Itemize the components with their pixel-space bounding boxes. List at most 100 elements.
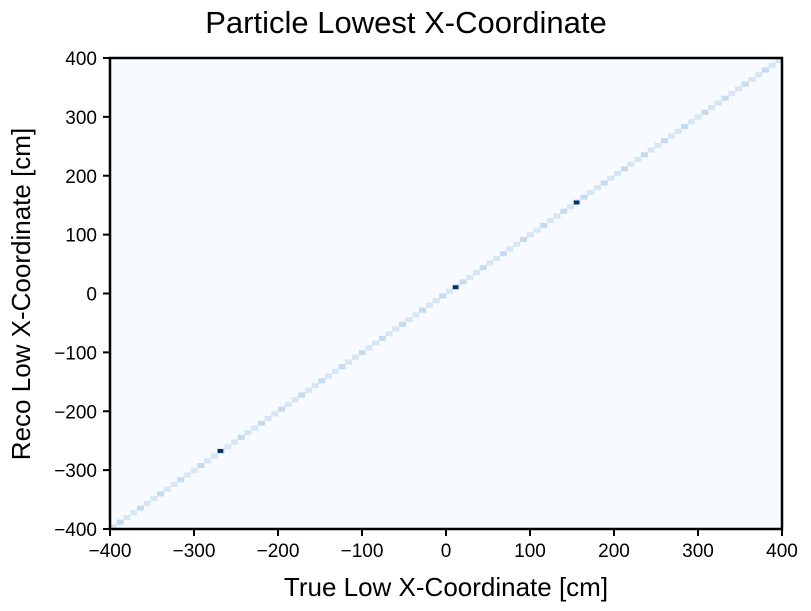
heatmap-bin <box>614 171 622 177</box>
heatmap-hot-bin <box>452 285 459 290</box>
heatmap-bin <box>190 467 198 473</box>
heatmap-bin <box>378 335 386 341</box>
heatmap-bin <box>681 123 689 130</box>
heatmap-bin <box>412 312 420 318</box>
y-axis-title: Reco Low X-Coordinate [cm] <box>6 128 36 460</box>
heatmap-bin <box>136 505 144 511</box>
heatmap-bin <box>479 265 487 271</box>
heatmap-bin <box>486 260 494 266</box>
heatmap-bin <box>163 486 171 492</box>
heatmap-bin <box>210 453 218 459</box>
heatmap-bin <box>654 142 662 148</box>
heatmap-bin <box>775 58 783 64</box>
heatmap-bin <box>533 227 541 233</box>
heatmap-bin <box>620 166 628 172</box>
heatmap-bin <box>701 109 709 115</box>
heatmap-bin <box>351 354 360 360</box>
heatmap-bin <box>439 293 447 299</box>
y-tick-label: −300 <box>54 461 97 482</box>
y-axis: −400 −300 −200 −100 0 100 200 300 400 <box>54 49 110 541</box>
heatmap-bin <box>251 425 259 431</box>
heatmap-bin <box>345 359 353 365</box>
heatmap-bin <box>419 307 427 313</box>
heatmap-bin <box>446 288 454 294</box>
heatmap-bin <box>755 72 763 78</box>
y-tick-label: 100 <box>65 226 97 247</box>
heatmap-bin <box>244 430 252 436</box>
plot-area <box>108 56 784 531</box>
heatmap-bin <box>593 185 601 191</box>
heatmap-bin <box>311 382 319 389</box>
heatmap-bin <box>714 100 722 106</box>
heatmap-bin <box>721 95 729 101</box>
heatmap-bin <box>392 326 400 332</box>
heatmap-bin <box>761 67 769 73</box>
heatmap-hot-bin <box>217 448 224 453</box>
heatmap-bin <box>398 321 407 327</box>
y-tick-label: 400 <box>65 49 97 70</box>
heatmap-bin <box>278 406 286 412</box>
heatmap-bin <box>587 189 595 195</box>
heatmap-bin <box>291 397 299 403</box>
heatmap-bin <box>331 368 339 374</box>
heatmap-bin <box>318 378 326 384</box>
heatmap-bin <box>197 463 205 469</box>
heatmap-bin <box>284 401 292 407</box>
heatmap-bin <box>170 481 178 488</box>
heatmap-bin <box>224 444 232 450</box>
heatmap-bin <box>304 387 312 393</box>
heatmap-bin <box>177 477 185 483</box>
heatmap-bin <box>513 241 521 247</box>
heatmap-bin <box>607 175 615 181</box>
heatmap-bin <box>553 213 561 219</box>
heatmap-bin <box>540 222 548 228</box>
heatmap-bin <box>365 345 373 351</box>
y-tick-label: 200 <box>65 167 97 188</box>
heatmap-bin <box>130 510 138 516</box>
heatmap-bin <box>466 274 474 280</box>
heatmap-bin <box>546 218 554 224</box>
heatmap-bin <box>204 458 212 464</box>
heatmap-bin <box>338 364 346 370</box>
heatmap-bin <box>566 204 575 210</box>
heatmap-bin <box>157 491 165 497</box>
heatmap-bin <box>519 236 528 243</box>
heatmap-bin <box>110 524 118 530</box>
heatmap-bin <box>694 114 702 120</box>
heatmap-bin <box>640 152 648 158</box>
heatmap-bin <box>237 434 245 440</box>
y-tick-label: −100 <box>54 343 97 364</box>
chart-title: Particle Lowest X-Coordinate <box>205 5 606 40</box>
heatmap-bin <box>116 519 124 525</box>
heatmap-bin <box>432 298 440 304</box>
heatmap-bin <box>667 133 675 139</box>
heatmap-hot-bin <box>573 200 580 205</box>
heatmap-bin <box>708 105 716 111</box>
heatmap-bin <box>459 279 467 285</box>
x-tick-label: −200 <box>257 541 300 562</box>
x-tick-label: 400 <box>766 541 798 562</box>
heatmap-bin <box>150 496 158 502</box>
x-tick-label: 0 <box>441 541 452 562</box>
heatmap-bin <box>627 161 635 167</box>
y-tick-label: −400 <box>54 520 97 541</box>
heatmap-bin <box>741 81 749 87</box>
heatmap-bin <box>748 76 756 82</box>
x-axis-title: True Low X-Coordinate [cm] <box>284 572 608 602</box>
y-tick-label: 300 <box>65 108 97 129</box>
heatmap-bin <box>493 255 501 261</box>
heatmap-bin <box>728 90 736 97</box>
heatmap-bin <box>580 194 588 200</box>
heatmap-bin <box>472 269 480 276</box>
heatmap-bin <box>506 246 514 252</box>
heatmap-bin <box>183 472 192 478</box>
y-tick-label: 0 <box>86 285 97 306</box>
heatmap-bin <box>768 62 776 68</box>
y-tick-label: −200 <box>54 402 97 423</box>
heatmap-bin <box>325 373 333 379</box>
heatmap-bin <box>230 439 239 445</box>
heatmap-bin <box>499 251 507 257</box>
heatmap-bin <box>271 411 279 417</box>
x-axis: −400 −300 −200 −100 0 100 200 300 400 <box>89 529 798 562</box>
